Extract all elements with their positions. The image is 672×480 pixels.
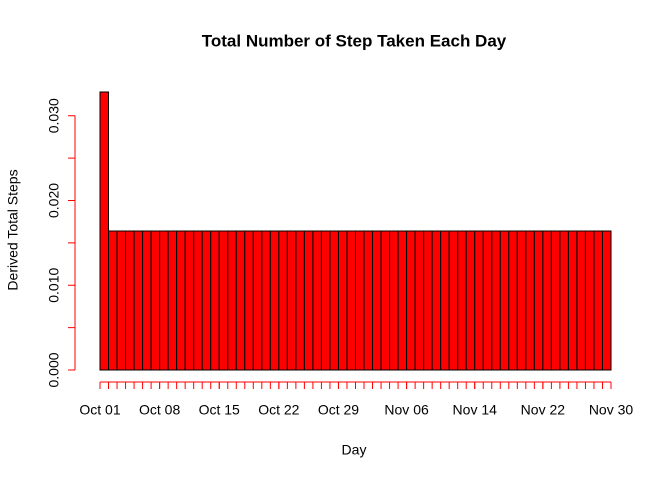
bar xyxy=(414,230,425,371)
bar xyxy=(193,230,203,371)
bar xyxy=(533,230,544,371)
x-tick-label: Oct 15 xyxy=(199,402,240,418)
x-tick-label: Nov 06 xyxy=(384,402,429,418)
bar xyxy=(457,230,467,371)
x-tick-label: Oct 08 xyxy=(139,402,180,418)
bar xyxy=(474,230,484,371)
bar xyxy=(159,230,169,371)
y-tick-label: 0.020 xyxy=(46,183,62,218)
bar xyxy=(491,230,501,371)
bar xyxy=(584,230,595,371)
x-tick-label: Oct 29 xyxy=(318,402,359,418)
bar xyxy=(516,230,527,371)
bar xyxy=(550,230,561,371)
x-axis-label: Day xyxy=(342,442,367,458)
bar xyxy=(133,230,144,371)
bar xyxy=(389,230,399,371)
bar xyxy=(320,230,331,371)
bar xyxy=(99,91,110,371)
bar xyxy=(601,230,612,371)
bar xyxy=(397,230,408,371)
bar xyxy=(542,230,552,371)
bar xyxy=(465,230,476,371)
bar xyxy=(125,230,135,371)
bar xyxy=(559,230,569,371)
bar xyxy=(431,230,442,371)
y-tick-label: 0.030 xyxy=(46,98,62,133)
bar xyxy=(176,230,186,371)
bar xyxy=(576,230,586,371)
bar xyxy=(372,230,382,371)
bar xyxy=(303,230,314,371)
bar xyxy=(508,230,518,371)
bar xyxy=(184,230,195,371)
bar xyxy=(440,230,450,371)
bar xyxy=(269,230,280,371)
chart-title: Total Number of Step Taken Each Day xyxy=(202,31,507,50)
bar xyxy=(567,230,578,371)
bar xyxy=(116,230,127,371)
bar xyxy=(201,230,212,371)
bar xyxy=(244,230,254,371)
bar xyxy=(525,230,535,371)
bar xyxy=(295,230,305,371)
bar xyxy=(482,230,493,371)
bar xyxy=(406,230,416,371)
bar xyxy=(235,230,246,371)
x-tick-label: Nov 14 xyxy=(453,402,498,418)
x-tick-label: Oct 01 xyxy=(79,402,120,418)
bar xyxy=(108,230,118,371)
bar xyxy=(499,230,510,371)
bar xyxy=(252,230,263,371)
y-tick-label: 0.000 xyxy=(46,352,62,387)
bar xyxy=(167,230,178,371)
bar xyxy=(355,230,365,371)
bar xyxy=(329,230,339,371)
bar xyxy=(278,230,288,371)
bar xyxy=(142,230,152,371)
bar xyxy=(286,230,297,371)
x-tick-label: Nov 30 xyxy=(589,402,634,418)
bar xyxy=(346,230,357,371)
x-tick-label: Nov 22 xyxy=(521,402,566,418)
bar xyxy=(261,230,271,371)
bar xyxy=(227,230,237,371)
bar xyxy=(380,230,391,371)
y-axis-label: Derived Total Steps xyxy=(5,169,21,290)
bar xyxy=(448,230,459,371)
bar xyxy=(423,230,433,371)
bar xyxy=(312,230,322,371)
y-tick-label: 0.010 xyxy=(46,268,62,303)
bar xyxy=(363,230,374,371)
bar xyxy=(150,230,161,371)
bar xyxy=(337,230,348,371)
bar xyxy=(218,230,229,371)
bar xyxy=(210,230,220,371)
bar xyxy=(593,230,603,371)
x-tick-label: Oct 22 xyxy=(258,402,299,418)
